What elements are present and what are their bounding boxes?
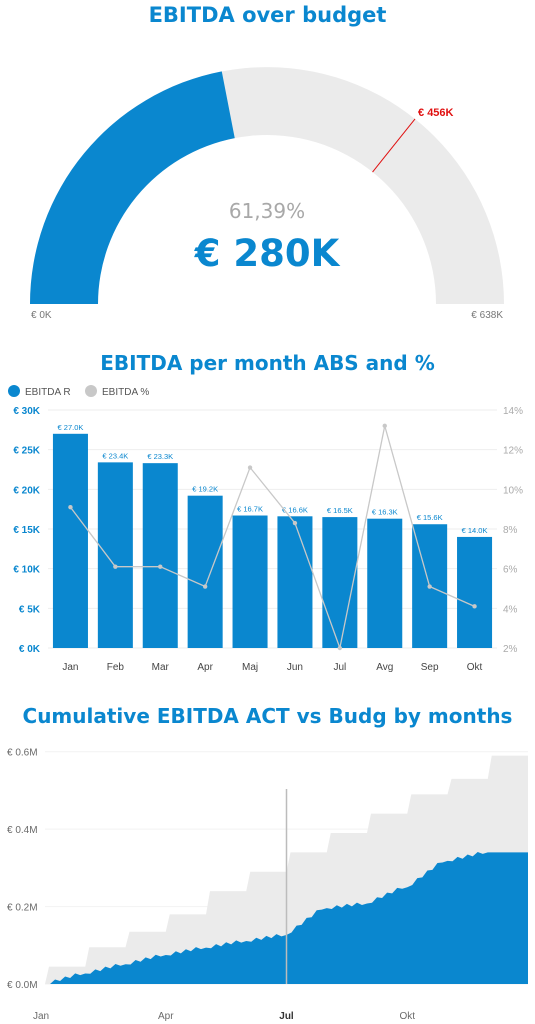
y2-tick-label: 12% xyxy=(503,446,523,457)
bar xyxy=(232,515,268,648)
cumulative-area-chart: € 0.0M € 0.2M € 0.4M € 0.6M Jan Apr Jul Okt xyxy=(7,748,528,1022)
y2-tick-label: 6% xyxy=(503,565,518,576)
bar xyxy=(97,462,133,648)
x-tick-label: Jan xyxy=(62,662,78,673)
legend-marker-ebitda-r xyxy=(8,385,20,397)
ebitda-pct-line xyxy=(69,425,475,651)
ebitda-pct-point xyxy=(382,423,387,429)
bar xyxy=(277,516,313,648)
x-tick-label: Okt xyxy=(467,662,483,673)
gauge-target-label: € 456K xyxy=(418,107,454,119)
gauge-max-label: € 638K xyxy=(471,310,503,321)
y-tick-label: € 0.0M xyxy=(7,980,38,991)
y-tick-label: € 15K xyxy=(13,525,40,536)
y-tick-label: € 10K xyxy=(13,565,40,576)
x-tick-label: Jul xyxy=(279,1011,294,1022)
bar xyxy=(142,463,178,648)
y-tick-label: € 0K xyxy=(19,644,41,655)
ebitda-pct-point xyxy=(472,604,477,609)
gauge-value: € 280K xyxy=(194,232,341,275)
y-tick-label: € 5K xyxy=(19,604,41,615)
bar-data-label: € 16.7K xyxy=(237,505,263,514)
bar xyxy=(187,495,223,648)
gauge-percent: 61,39% xyxy=(229,199,305,223)
bar-data-label: € 23.3K xyxy=(147,452,173,461)
y-tick-label: € 25K xyxy=(13,446,40,457)
x-tick-label: Apr xyxy=(197,662,213,673)
y-tick-label: € 30K xyxy=(13,406,40,417)
gauge-value-arc xyxy=(30,71,235,304)
actual-area xyxy=(45,852,528,984)
ebitda-pct-point xyxy=(292,520,298,526)
bar-data-label: € 19.2K xyxy=(192,485,218,494)
ebitda-pct-point xyxy=(158,564,163,569)
bar-data-label: € 16.6K xyxy=(282,505,308,514)
gauge-min-label: € 0K xyxy=(31,310,52,321)
bar xyxy=(457,536,493,648)
ebitda-pct-point xyxy=(337,645,343,651)
y-tick-label: € 0.4M xyxy=(7,825,38,836)
y2-tick-label: 10% xyxy=(503,485,523,496)
legend-label-ebitda-pct: EBITDA % xyxy=(102,387,149,398)
y2-tick-label: 14% xyxy=(503,406,523,417)
y-tick-label: € 0.2M xyxy=(7,903,38,914)
bar-data-label: € 23.4K xyxy=(102,451,128,460)
ebitda-pct-point xyxy=(247,465,253,470)
x-tick-label: Maj xyxy=(242,662,258,673)
ebitda-pct-point xyxy=(202,584,208,589)
ebitda-pct-point xyxy=(427,584,432,589)
bar-data-label: € 14.0K xyxy=(462,526,488,535)
y-tick-label: € 0.6M xyxy=(7,748,38,759)
x-tick-label: Mar xyxy=(152,662,170,673)
bar-data-label: € 15.6K xyxy=(417,513,443,522)
gauge-target-line xyxy=(372,118,416,173)
bar xyxy=(52,433,88,648)
x-tick-label: Sep xyxy=(421,662,439,673)
bar xyxy=(322,517,358,648)
bar-data-label: € 16.5K xyxy=(327,506,353,515)
y2-tick-label: 2% xyxy=(503,644,518,655)
x-tick-label: Jan xyxy=(33,1011,49,1022)
legend-marker-ebitda-pct xyxy=(85,385,97,397)
monthly-bar-chart: EBITDA R EBITDA % € 0K € 5K € 10K € 15K € 20K €… xyxy=(8,385,523,673)
monthly-chart-title: EBITDA per month ABS and % xyxy=(100,351,435,375)
x-tick-label: Feb xyxy=(107,662,125,673)
y-tick-label: € 20K xyxy=(13,485,40,496)
y2-tick-label: 8% xyxy=(503,525,518,536)
x-tick-label: Apr xyxy=(158,1011,174,1022)
x-tick-label: Okt xyxy=(399,1011,415,1022)
ebitda-pct-point xyxy=(113,564,118,569)
x-tick-label: Jul xyxy=(333,662,346,673)
gauge-chart: € 456K 61,39% € 280K € 0K € 638K xyxy=(30,67,504,321)
bar xyxy=(367,518,403,648)
x-tick-label: Jun xyxy=(287,662,303,673)
x-tick-label: Avg xyxy=(376,662,393,673)
legend-label-ebitda-r: EBITDA R xyxy=(25,387,71,398)
bar-data-label: € 16.3K xyxy=(372,508,398,517)
bar-data-label: € 27.0K xyxy=(58,423,84,432)
cumulative-chart-title: Cumulative EBITDA ACT vs Budg by months xyxy=(22,704,513,728)
y2-tick-label: 4% xyxy=(503,604,518,615)
ebitda-pct-point xyxy=(68,504,73,510)
gauge-title: EBITDA over budget xyxy=(148,3,387,27)
